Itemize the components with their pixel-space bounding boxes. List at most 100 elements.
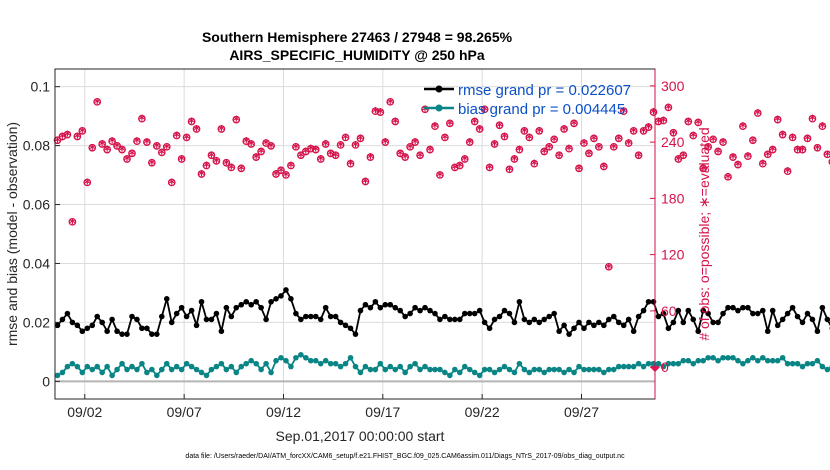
obs-possible-point <box>580 139 588 147</box>
rmse-point <box>750 310 756 317</box>
obs-evaluated-point: * <box>759 159 766 174</box>
obs-evaluated-point: * <box>292 142 299 157</box>
obs-evaluated-point: * <box>764 149 771 164</box>
rmse-point <box>54 322 61 329</box>
rmse-point <box>163 296 170 302</box>
rmse-point <box>461 310 468 317</box>
rmse-point <box>576 319 582 326</box>
rmse-point <box>476 307 483 314</box>
obs-evaluated-point: * <box>670 128 677 143</box>
obs-possible-point <box>768 145 777 154</box>
obs-possible-point <box>739 122 747 131</box>
obs-evaluated-point: * <box>297 150 304 165</box>
rmse-point <box>278 293 284 299</box>
bias-point <box>129 363 135 370</box>
obs-evaluated-point: * <box>576 163 583 178</box>
obs-possible-point <box>758 159 767 168</box>
obs-evaluated-point: * <box>521 126 528 141</box>
rmse-point <box>789 304 796 311</box>
obs-possible-point <box>376 108 385 116</box>
bias-point <box>114 366 120 373</box>
bias-point <box>352 363 359 370</box>
obs-possible-point <box>267 142 275 150</box>
obs-evaluated-point: * <box>193 124 200 139</box>
rmse-point <box>223 304 230 311</box>
legend-rmse-marker <box>435 85 443 93</box>
bias-point <box>337 363 344 370</box>
bias-point <box>357 369 364 376</box>
obs-possible-point <box>644 123 653 131</box>
rmse-point <box>566 331 572 337</box>
bias-point <box>452 366 458 373</box>
obs-evaluated-point: * <box>64 130 71 145</box>
obs-evaluated-point: * <box>188 117 195 132</box>
rmse-point <box>193 322 200 329</box>
bias-point <box>725 354 731 361</box>
obs-evaluated-point: * <box>546 142 553 157</box>
bias-point <box>163 360 170 367</box>
obs-evaluated-point: * <box>377 107 384 122</box>
rmse-point <box>432 310 438 317</box>
obs-possible-point <box>540 147 549 156</box>
obs-possible-point <box>311 145 320 154</box>
obs-possible-point <box>619 107 628 116</box>
obs-possible-point <box>133 137 141 146</box>
obs-evaluated-point: * <box>367 152 374 167</box>
obs-possible-point <box>416 151 424 160</box>
obs-evaluated-point: * <box>263 138 270 153</box>
obs-possible-point <box>321 140 330 148</box>
rmse-point <box>407 310 413 317</box>
obs-possible-point <box>93 97 102 106</box>
obs-possible-point <box>535 127 544 135</box>
bias-point <box>422 363 428 370</box>
bias-point <box>466 366 473 373</box>
rmse-point <box>506 310 513 317</box>
obs-possible-point <box>351 141 360 149</box>
obs-possible-point <box>699 164 708 173</box>
rmse-point <box>516 298 523 305</box>
obs-evaluated-point: * <box>675 154 682 169</box>
right-axis-label: # of obs: o=possible; ∗=evaluated <box>696 127 712 340</box>
right-tick-label: 300 <box>661 78 685 94</box>
bias-series <box>54 352 830 379</box>
obs-evaluated-point: * <box>332 150 339 165</box>
obs-possible-point <box>684 117 693 126</box>
rmse-point <box>819 304 826 311</box>
rmse-point <box>541 316 548 323</box>
rmse-point <box>665 325 672 332</box>
obs-evaluated-point: * <box>243 136 250 151</box>
bias-point <box>168 366 175 373</box>
bias-point <box>278 354 284 361</box>
obs-possible-point <box>525 133 534 142</box>
obs-possible-point <box>113 142 121 150</box>
rmse-point <box>466 310 473 317</box>
bias-point <box>660 363 667 370</box>
obs-evaluated-point: * <box>158 147 165 162</box>
rmse-point <box>94 313 101 320</box>
rmse-point <box>119 331 125 337</box>
bias-point <box>556 366 562 373</box>
obs-possible-point <box>585 149 593 158</box>
rmse-point <box>546 313 553 320</box>
rmse-point <box>362 301 369 308</box>
rmse-point <box>725 304 731 311</box>
obs-possible-point <box>167 178 176 187</box>
obs-evaluated-point: * <box>471 117 478 132</box>
bias-point <box>789 360 796 367</box>
bias-point <box>610 366 617 373</box>
x-tick-label: 09/07 <box>167 404 202 420</box>
rmse-point <box>397 307 403 314</box>
obs-possible-point <box>232 115 241 124</box>
obs-evaluated-point: * <box>198 169 205 184</box>
bias-point <box>109 372 115 379</box>
rmse-point <box>635 313 642 320</box>
bias-point <box>531 366 538 373</box>
obs-evaluated-point: * <box>446 118 453 133</box>
bias-point <box>670 360 677 367</box>
obs-evaluated-point: * <box>134 136 141 151</box>
obs-possible-point <box>292 142 300 151</box>
obs-evaluated-point: * <box>496 120 503 135</box>
bias-point <box>293 354 299 361</box>
bias-point <box>104 363 110 370</box>
bias-point <box>149 366 155 373</box>
